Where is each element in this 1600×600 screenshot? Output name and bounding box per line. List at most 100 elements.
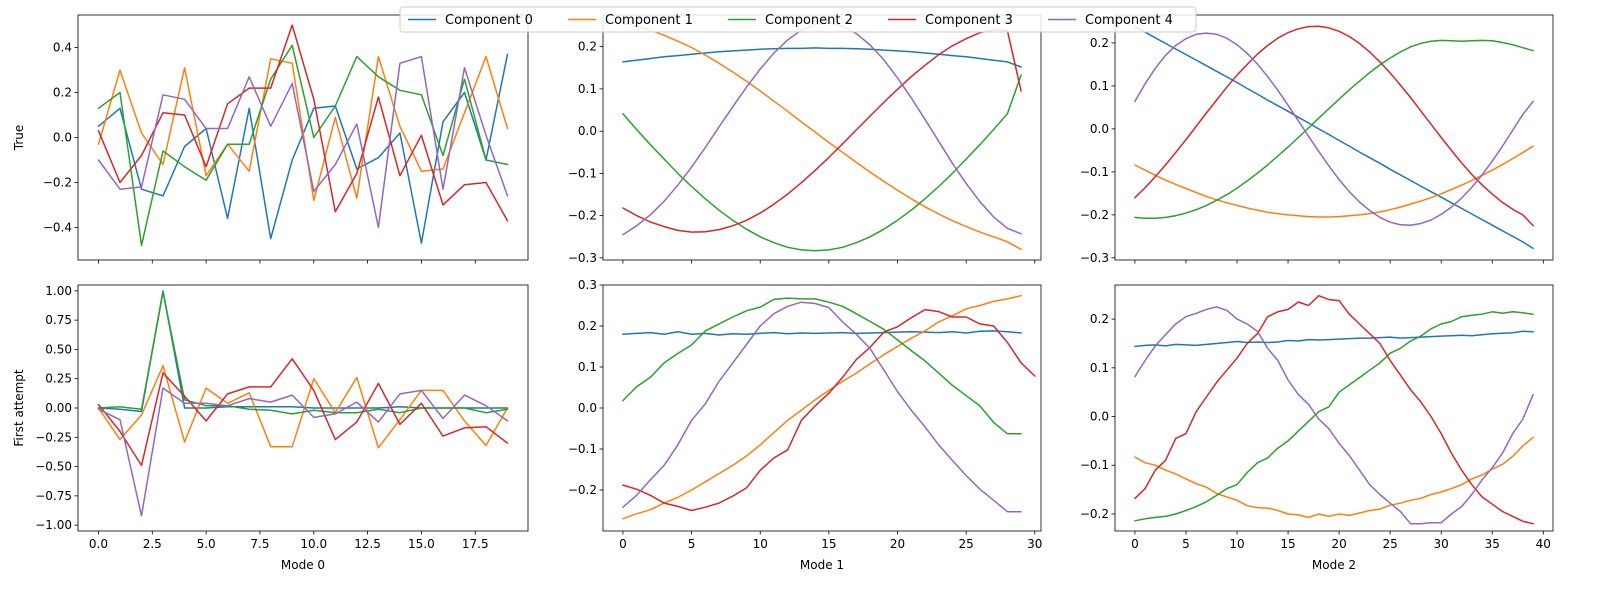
- x-tick-label: 0.0: [89, 537, 108, 551]
- y-tick-label: 0.3: [578, 278, 597, 292]
- x-tick-label: 5.0: [197, 537, 216, 551]
- x-tick-label: 10.0: [300, 537, 327, 551]
- y-tick-label: 0.4: [53, 41, 72, 55]
- x-tick-label: 40: [1536, 537, 1551, 551]
- y-tick-label: −0.4: [43, 220, 72, 234]
- y-tick-label: 0.00: [45, 401, 72, 415]
- series-line-component-3: [1134, 294, 1534, 525]
- y-tick-label: 0.0: [1090, 122, 1109, 136]
- legend-label-component-0: Component 0: [445, 13, 533, 28]
- series-line-component-0: [1134, 330, 1534, 348]
- y-tick-label: 0.2: [1090, 36, 1109, 50]
- y-tick-label: −0.3: [1080, 251, 1109, 265]
- y-axis-label: True: [12, 125, 26, 152]
- series-line-component-3: [622, 29, 1022, 233]
- y-tick-label: −0.2: [43, 175, 72, 189]
- series-line-component-4: [97, 55, 509, 229]
- x-tick-label: 15: [1280, 537, 1295, 551]
- series-line-component-3: [1134, 25, 1534, 227]
- x-tick-label: 30: [1027, 537, 1042, 551]
- series-line-component-2: [1134, 311, 1534, 522]
- series-line-component-1: [97, 55, 509, 202]
- series-line-component-4: [1134, 306, 1534, 525]
- y-tick-label: 0.1: [1090, 361, 1109, 375]
- series-line-component-2: [97, 291, 509, 415]
- x-tick-label: 7.5: [250, 537, 269, 551]
- x-tick-label: 25: [959, 537, 974, 551]
- series-line-component-3: [97, 358, 509, 467]
- x-tick-label: 0: [1131, 537, 1139, 551]
- series-line-component-3: [97, 24, 509, 222]
- panel-first-attempt-mode-2: −0.2 −0.1 0.0 0.1 0.2 0 5 10 15 20 25 30 35 40 Mode 2: [1080, 284, 1554, 572]
- x-tick-label: 17.5: [462, 537, 489, 551]
- y-tick-label: 0.25: [45, 372, 72, 386]
- series-line-component-1: [622, 22, 1022, 251]
- series-line-component-1: [622, 294, 1022, 520]
- x-tick-label: 12.5: [354, 537, 381, 551]
- panel-first-attempt-mode-1: −0.2 −0.1 0.0 0.1 0.2 0.3 0 5 10 15 20 25 30 Mode 1: [568, 278, 1043, 572]
- x-tick-label: 35: [1485, 537, 1500, 551]
- x-tick-label: 5: [1182, 537, 1190, 551]
- y-tick-label: 0.0: [1090, 410, 1109, 424]
- series-line-component-0: [622, 330, 1022, 336]
- x-tick-label: 30: [1434, 537, 1449, 551]
- series-line-component-2: [97, 44, 509, 247]
- y-tick-label: −0.25: [35, 430, 72, 444]
- series-line-component-1: [1134, 145, 1534, 218]
- y-tick-label: 0.50: [45, 342, 72, 356]
- y-tick-label: 0.2: [578, 40, 597, 54]
- x-tick-label: 20: [1331, 537, 1346, 551]
- y-tick-label: 0.1: [578, 82, 597, 96]
- x-tick-label: 10: [753, 537, 768, 551]
- y-tick-label: 1.00: [45, 284, 72, 298]
- y-axis-label: First attempt: [12, 369, 26, 447]
- y-tick-label: −0.2: [568, 483, 597, 497]
- plot-frame: [1114, 284, 1554, 532]
- plot-frame: [1114, 14, 1554, 261]
- y-tick-label: −0.2: [568, 209, 597, 223]
- series-line-component-4: [97, 387, 509, 517]
- y-tick-label: 0.0: [578, 124, 597, 138]
- x-tick-label: 15: [821, 537, 836, 551]
- y-tick-label: −0.75: [35, 489, 72, 503]
- panel-true-mode-1: −0.3 −0.2 −0.1 0.0 0.1 0.2: [568, 14, 1042, 265]
- series-line-component-2: [622, 297, 1022, 435]
- x-tick-label: 20: [890, 537, 905, 551]
- series-line-component-0: [1134, 25, 1534, 250]
- series-line-component-0: [97, 53, 509, 244]
- x-tick-label: 25: [1383, 537, 1398, 551]
- y-tick-label: 0.2: [53, 86, 72, 100]
- x-axis-label: Mode 0: [281, 558, 325, 572]
- y-tick-label: −0.1: [568, 442, 597, 456]
- y-tick-label: −1.00: [35, 518, 72, 532]
- series-line-component-4: [622, 301, 1022, 513]
- y-tick-label: −0.50: [35, 460, 72, 474]
- series-line-component-0: [622, 47, 1022, 68]
- series-line-component-4: [1134, 32, 1534, 226]
- legend-label-component-4: Component 4: [1085, 13, 1173, 28]
- y-tick-label: 0.75: [45, 313, 72, 327]
- x-axis-label: Mode 1: [800, 558, 844, 572]
- x-tick-label: 0: [619, 537, 627, 551]
- legend-label-component-3: Component 3: [925, 13, 1013, 28]
- y-tick-label: −0.1: [568, 166, 597, 180]
- legend-box: [399, 6, 1197, 33]
- y-tick-label: 0.2: [1090, 312, 1109, 326]
- y-tick-label: −0.1: [1080, 458, 1109, 472]
- x-axis-label: Mode 2: [1312, 558, 1356, 572]
- y-tick-label: 0.0: [53, 131, 72, 145]
- y-tick-label: 0.2: [578, 319, 597, 333]
- series-line-component-3: [622, 308, 1036, 512]
- legend-label-component-2: Component 2: [765, 13, 853, 28]
- y-tick-label: −0.1: [1080, 165, 1109, 179]
- x-tick-label: 10: [1229, 537, 1244, 551]
- series-line-component-2: [622, 74, 1022, 252]
- panel-first-attempt-mode-0: −1.00 −0.75 −0.50 −0.25 0.00 0.25 0.50 0.75 1.00…: [12, 284, 529, 572]
- panel-true-mode-2: −0.3 −0.2 −0.1 0.0 0.1 0.2: [1080, 14, 1554, 265]
- y-tick-label: −0.3: [568, 251, 597, 265]
- series-line-component-1: [1134, 436, 1534, 519]
- x-tick-label: 2.5: [143, 537, 162, 551]
- y-tick-label: −0.2: [1080, 507, 1109, 521]
- legend-label-component-1: Component 1: [605, 13, 693, 28]
